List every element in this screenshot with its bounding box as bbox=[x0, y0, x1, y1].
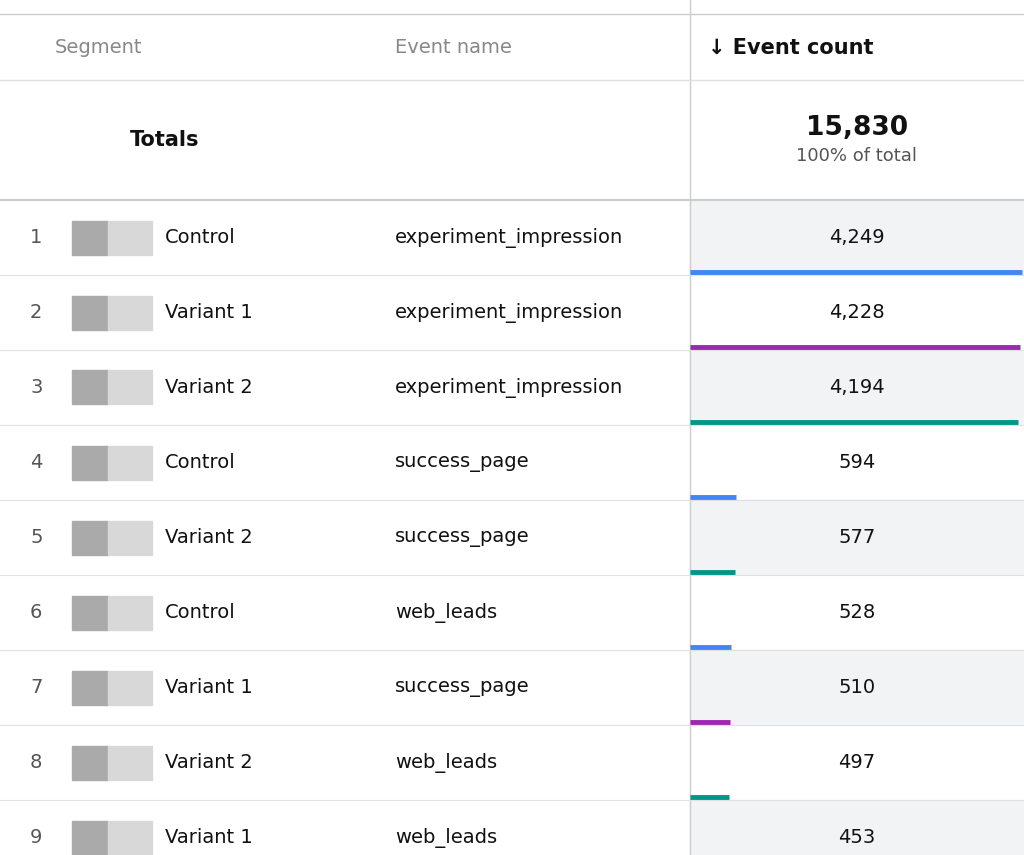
Text: success_page: success_page bbox=[395, 528, 529, 547]
Text: success_page: success_page bbox=[395, 678, 529, 697]
Bar bbox=[108, 595, 152, 629]
Bar bbox=[108, 445, 152, 480]
Bar bbox=[690, 800, 1024, 855]
Text: Variant 1: Variant 1 bbox=[165, 828, 253, 847]
Bar bbox=[108, 746, 152, 780]
Bar bbox=[690, 425, 1024, 500]
Bar bbox=[690, 350, 1024, 425]
Text: 7: 7 bbox=[30, 678, 42, 697]
Bar bbox=[690, 725, 1024, 800]
Text: 3: 3 bbox=[30, 378, 42, 397]
Text: 528: 528 bbox=[839, 603, 876, 622]
Text: 6: 6 bbox=[30, 603, 42, 622]
Bar bbox=[690, 200, 1024, 275]
Bar bbox=[690, 650, 1024, 725]
Text: 100% of total: 100% of total bbox=[797, 147, 918, 165]
Bar bbox=[72, 445, 108, 480]
Bar bbox=[72, 746, 108, 780]
Bar bbox=[108, 521, 152, 555]
Text: Control: Control bbox=[165, 603, 236, 622]
Text: experiment_impression: experiment_impression bbox=[395, 227, 624, 247]
Text: 4,194: 4,194 bbox=[829, 378, 885, 397]
Text: Variant 2: Variant 2 bbox=[165, 753, 253, 772]
Text: Event name: Event name bbox=[395, 38, 512, 57]
Bar bbox=[72, 521, 108, 555]
Bar bbox=[72, 670, 108, 705]
Text: Totals: Totals bbox=[130, 130, 200, 150]
Text: Variant 1: Variant 1 bbox=[165, 678, 253, 697]
Bar bbox=[690, 275, 1024, 350]
Text: 510: 510 bbox=[839, 678, 876, 697]
Bar bbox=[108, 370, 152, 404]
Text: experiment_impression: experiment_impression bbox=[395, 378, 624, 398]
Text: 5: 5 bbox=[30, 528, 43, 547]
Bar bbox=[72, 595, 108, 629]
Bar bbox=[108, 670, 152, 705]
Text: 594: 594 bbox=[839, 453, 876, 472]
Text: success_page: success_page bbox=[395, 453, 529, 472]
Text: Control: Control bbox=[165, 228, 236, 247]
Text: 497: 497 bbox=[839, 753, 876, 772]
Text: 577: 577 bbox=[839, 528, 876, 547]
Bar bbox=[108, 296, 152, 329]
Bar bbox=[108, 821, 152, 854]
Text: 1: 1 bbox=[30, 228, 42, 247]
Text: ↓ Event count: ↓ Event count bbox=[708, 38, 873, 57]
Text: 2: 2 bbox=[30, 303, 42, 322]
Text: 4: 4 bbox=[30, 453, 42, 472]
Bar bbox=[690, 575, 1024, 650]
Text: experiment_impression: experiment_impression bbox=[395, 303, 624, 322]
Text: 4,228: 4,228 bbox=[829, 303, 885, 322]
Bar bbox=[72, 221, 108, 255]
Text: web_leads: web_leads bbox=[395, 603, 497, 622]
Text: 4,249: 4,249 bbox=[829, 228, 885, 247]
Text: Variant 1: Variant 1 bbox=[165, 303, 253, 322]
Bar bbox=[72, 821, 108, 854]
Bar bbox=[108, 221, 152, 255]
Text: web_leads: web_leads bbox=[395, 752, 497, 773]
Bar bbox=[690, 500, 1024, 575]
Text: 453: 453 bbox=[839, 828, 876, 847]
Text: 8: 8 bbox=[30, 753, 42, 772]
Text: 15,830: 15,830 bbox=[806, 115, 908, 141]
Text: Control: Control bbox=[165, 453, 236, 472]
Text: Segment: Segment bbox=[55, 38, 142, 57]
Text: 9: 9 bbox=[30, 828, 42, 847]
Bar bbox=[72, 370, 108, 404]
Bar bbox=[72, 296, 108, 329]
Text: web_leads: web_leads bbox=[395, 828, 497, 847]
Text: Variant 2: Variant 2 bbox=[165, 378, 253, 397]
Text: Variant 2: Variant 2 bbox=[165, 528, 253, 547]
